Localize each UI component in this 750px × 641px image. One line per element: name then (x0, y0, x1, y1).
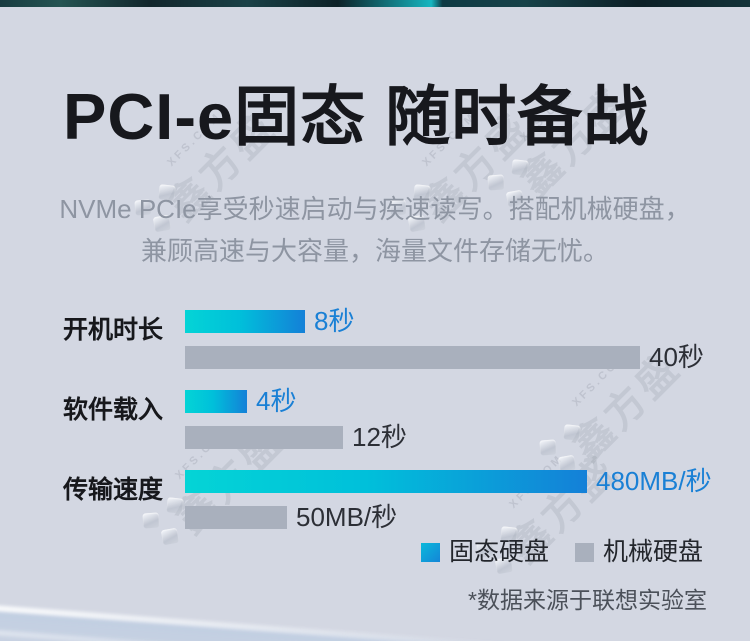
hdd-value-label: 50MB/秒 (296, 502, 398, 532)
hdd-bar (185, 506, 287, 529)
legend-item-ssd: 固态硬盘 (421, 539, 549, 565)
legend-label-ssd: 固态硬盘 (449, 538, 550, 566)
hdd-swatch-icon (575, 542, 595, 562)
subtitle: NVMe PCIe享受秒速启动与疾速读写。搭配机械硬盘， 兼顾高速与大容量，海量… (0, 188, 750, 272)
chart-row: 传输速度 480MB/秒 50MB/秒 (0, 466, 750, 532)
ssd-bar (185, 390, 247, 413)
hdd-value-label: 12秒 (352, 422, 407, 452)
legend-label-hdd: 机械硬盘 (603, 538, 704, 566)
hdd-bar (185, 426, 343, 449)
ssd-value-label: 4秒 (256, 386, 297, 416)
ssd-bar (185, 470, 587, 493)
category-label: 软件载入 (63, 396, 164, 424)
chart-row: 开机时长 8秒 40秒 (0, 306, 750, 372)
ssd-bar (185, 310, 305, 333)
subtitle-line-2: 兼顾高速与大容量，海量文件存储无忧。 (140, 236, 609, 266)
legend-item-hdd: 机械硬盘 (575, 539, 703, 565)
page-title: PCI-e固态 随时备战 (63, 80, 650, 153)
legend: 固态硬盘 机械硬盘 (421, 539, 703, 565)
hero-image-edge (0, 0, 750, 7)
subtitle-line-1: NVMe PCIe享受秒速启动与疾速读写。搭配机械硬盘， (59, 194, 691, 224)
ssd-value-label: 480MB/秒 (596, 466, 712, 496)
hdd-value-label: 40秒 (649, 342, 704, 372)
chart-row: 软件载入 4秒 12秒 (0, 386, 750, 452)
ssd-swatch-icon (421, 542, 440, 562)
data-source-note: *数据来源于联想实验室 (468, 587, 707, 613)
ssd-value-label: 8秒 (314, 306, 355, 336)
category-label: 传输速度 (63, 476, 164, 504)
hdd-bar (185, 346, 640, 369)
category-label: 开机时长 (63, 316, 164, 344)
